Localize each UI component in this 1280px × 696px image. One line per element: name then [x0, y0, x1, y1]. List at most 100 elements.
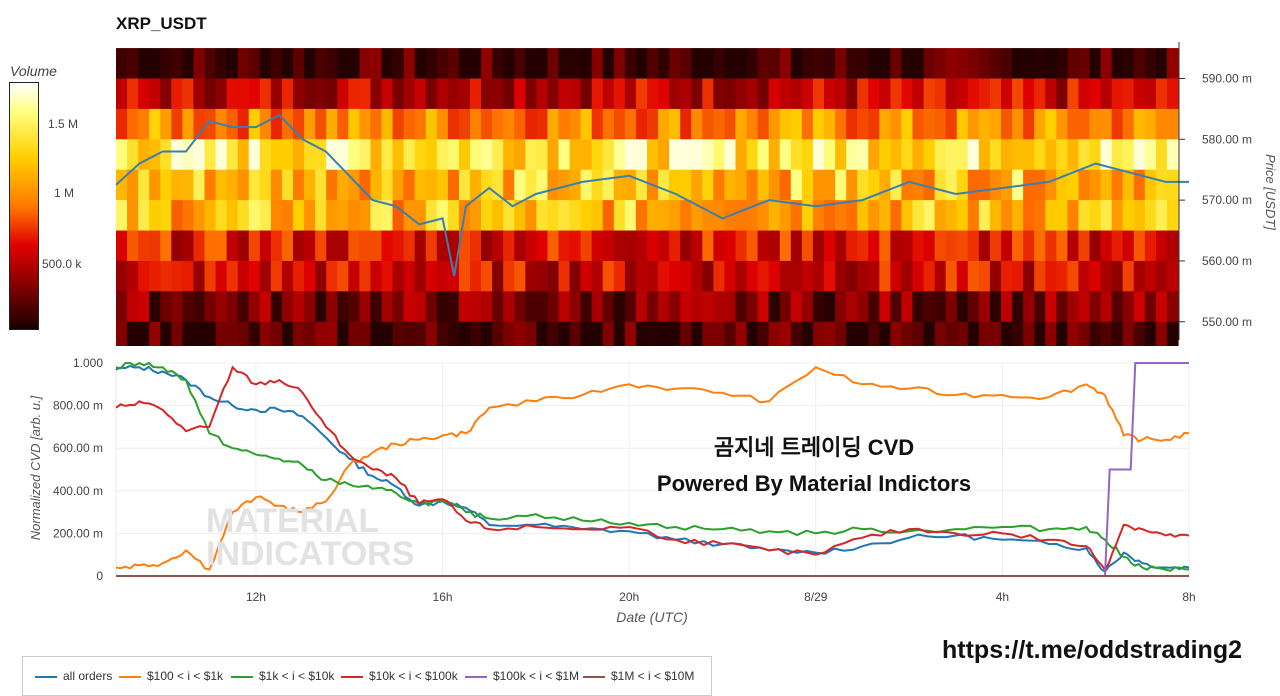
heatmap-cell	[669, 78, 681, 110]
heatmap-cell	[702, 108, 714, 140]
heatmap-cell	[558, 321, 571, 346]
heatmap-cell	[624, 291, 637, 323]
heatmap-cell	[326, 78, 338, 110]
heatmap-cell	[425, 169, 438, 201]
heatmap-cell	[481, 291, 493, 323]
heatmap-cell	[702, 48, 714, 80]
heatmap-cell	[702, 321, 714, 346]
heatmap-cell	[912, 139, 925, 171]
heatmap-cell	[591, 139, 604, 171]
heatmap-cell	[901, 291, 914, 323]
heatmap-cell	[381, 48, 394, 80]
heatmap-cell	[647, 48, 659, 80]
heatmap-cell	[270, 230, 283, 262]
price-line	[115, 113, 1189, 277]
heatmap-cell	[658, 200, 670, 232]
heatmap-cell	[956, 230, 969, 262]
telegram-link[interactable]: https://t.me/oddstrading2	[942, 636, 1242, 664]
heatmap-cell	[779, 139, 792, 171]
heatmap-cell	[492, 139, 504, 171]
heatmap-cell	[1155, 321, 1168, 346]
heatmap-cell	[248, 108, 261, 140]
heatmap-cell	[757, 200, 770, 232]
heatmap-cell	[470, 260, 482, 292]
heatmap-cell	[890, 108, 903, 140]
heatmap-cell	[558, 169, 571, 201]
heatmap-cell	[1045, 48, 1057, 80]
heatmap-cell	[846, 260, 858, 292]
heatmap-cell	[1155, 260, 1168, 292]
heatmap-cell	[680, 48, 692, 80]
heatmap-cell	[1089, 230, 1102, 262]
heatmap-cell	[1089, 291, 1102, 323]
heatmap-cell	[901, 48, 914, 80]
heatmap-cell	[945, 139, 958, 171]
heatmap-cell	[458, 260, 471, 292]
legend-item-1k-10k[interactable]: $1k < i < $10k	[231, 669, 334, 683]
heatmap-cell	[160, 230, 172, 262]
heatmap-cell	[458, 291, 471, 323]
heatmap-cell	[436, 260, 449, 292]
heatmap-cell	[481, 230, 493, 262]
heatmap-cell	[635, 139, 648, 171]
heatmap-cell	[503, 78, 515, 110]
heatmap-cell	[967, 48, 980, 80]
heatmap-cell	[580, 291, 593, 323]
heatmap-cell	[934, 321, 947, 346]
heatmap-cell	[547, 169, 560, 201]
heatmap-cell	[403, 108, 416, 140]
heatmap-cell	[281, 260, 294, 292]
legend-item-100k-1m[interactable]: $100k < i < $1M	[465, 669, 579, 683]
heatmap-cell	[1001, 108, 1013, 140]
heatmap-cell	[1111, 260, 1124, 292]
heatmap-cell	[447, 48, 460, 80]
heatmap-cell	[890, 321, 903, 346]
heatmap-cell	[1166, 108, 1179, 140]
legend-item-100-1k[interactable]: $100 < i < $1k	[119, 669, 223, 683]
heatmap-cell	[226, 48, 239, 80]
heatmap-cell	[1045, 169, 1057, 201]
heatmap-cell	[812, 108, 825, 140]
heatmap-cell	[857, 108, 869, 140]
heatmap-cell	[978, 200, 991, 232]
heatmap-cell	[669, 230, 681, 262]
heatmap-cell	[978, 108, 991, 140]
heatmap-cell	[1067, 321, 1080, 346]
heatmap-cell	[193, 78, 206, 110]
legend-item-all-orders[interactable]: all orders	[35, 669, 112, 683]
heatmap-cell	[547, 78, 560, 110]
heatmap-cell	[138, 200, 150, 232]
heatmap-cell	[193, 169, 206, 201]
heatmap-cell	[193, 230, 206, 262]
heatmap-cell	[1089, 139, 1102, 171]
heatmap-cell	[381, 108, 394, 140]
heatmap-cell	[846, 108, 858, 140]
heatmap-cell	[647, 139, 659, 171]
heatmap-cell	[591, 321, 604, 346]
heatmap-cell	[1001, 321, 1013, 346]
legend-item-1m-10m[interactable]: $1M < i < $10M	[583, 669, 694, 683]
heatmap-cell	[116, 169, 128, 201]
heatmap-cell	[824, 200, 836, 232]
heatmap-cell	[370, 321, 383, 346]
heatmap-cell	[215, 200, 228, 232]
heatmap-cell	[812, 200, 825, 232]
heatmap-cell	[127, 260, 139, 292]
heatmap-cell	[425, 321, 438, 346]
heatmap-cell	[768, 139, 781, 171]
heatmap-cell	[868, 139, 880, 171]
heatmap-cell	[956, 200, 969, 232]
heatmap-cell	[226, 200, 239, 232]
heatmap-cell	[193, 108, 206, 140]
legend-item-10k-100k[interactable]: $10k < i < $100k	[341, 669, 458, 683]
heatmap-cell	[1100, 108, 1113, 140]
heatmap-cell	[503, 108, 515, 140]
heatmap-cell	[779, 78, 792, 110]
heatmap-cell	[270, 139, 283, 171]
heatmap-cell	[414, 139, 427, 171]
heatmap-cell	[680, 200, 692, 232]
heatmap-cell	[326, 169, 338, 201]
heatmap-cell	[1056, 139, 1068, 171]
heatmap-cell	[381, 169, 394, 201]
heatmap-cell	[1012, 200, 1024, 232]
